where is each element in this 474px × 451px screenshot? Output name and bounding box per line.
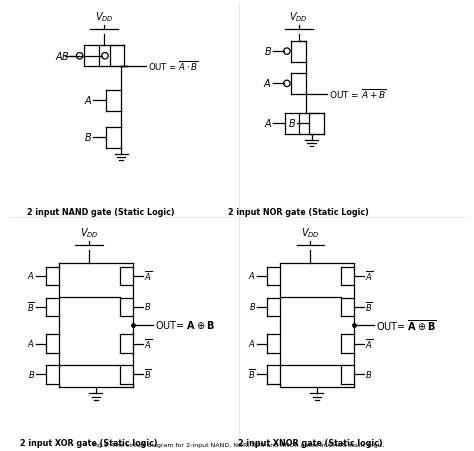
Text: OUT = $\overline{A \cdot B}$: OUT = $\overline{A \cdot B}$ — [148, 60, 199, 74]
Text: $\overline{A}$: $\overline{A}$ — [144, 336, 152, 350]
Text: $\overline{B}$: $\overline{B}$ — [27, 300, 35, 314]
Text: $A$: $A$ — [27, 271, 35, 281]
Text: $\overline{B}$: $\overline{B}$ — [248, 368, 256, 382]
Text: $A$: $A$ — [55, 50, 64, 62]
Text: $B$: $B$ — [289, 117, 297, 129]
Text: $V_{DD}$: $V_{DD}$ — [95, 10, 113, 24]
Text: $\overline{B}$: $\overline{B}$ — [365, 300, 373, 314]
Text: $\overline{A}$: $\overline{A}$ — [365, 269, 373, 283]
Text: $V_{DD}$: $V_{DD}$ — [290, 10, 308, 24]
Text: $A$: $A$ — [84, 94, 92, 106]
Text: $A$: $A$ — [263, 78, 272, 89]
Text: $\overline{A}$: $\overline{A}$ — [144, 269, 152, 283]
Text: $B$: $B$ — [264, 45, 272, 57]
Text: OUT= $\overline{\mathbf{A} \oplus \mathbf{B}}$: OUT= $\overline{\mathbf{A} \oplus \mathb… — [376, 318, 437, 332]
Text: $V_{DD}$: $V_{DD}$ — [301, 226, 320, 240]
Text: $B$: $B$ — [249, 301, 256, 312]
Text: 2 input XNOR gate (Static logic): 2 input XNOR gate (Static logic) — [238, 439, 383, 448]
Text: $V_{DD}$: $V_{DD}$ — [80, 226, 99, 240]
Text: 2 input NAND gate (Static Logic): 2 input NAND gate (Static Logic) — [27, 208, 174, 217]
Text: $A$: $A$ — [264, 117, 272, 129]
Text: $B$: $B$ — [27, 369, 35, 380]
Text: $B$: $B$ — [144, 301, 151, 312]
Text: $B$: $B$ — [365, 369, 372, 380]
Text: $\overline{B}$: $\overline{B}$ — [144, 368, 151, 382]
Text: Fig.3: The circuit diagram for 2-input NAND, NOR, XOR and XNOR gates in CMOS sta: Fig.3: The circuit diagram for 2-input N… — [93, 442, 385, 448]
Text: $B$: $B$ — [84, 131, 92, 143]
Text: $A$: $A$ — [248, 338, 256, 349]
Text: $A$: $A$ — [27, 338, 35, 349]
Text: 2 input XOR gate (Static logic): 2 input XOR gate (Static logic) — [20, 439, 158, 448]
Text: $A$: $A$ — [248, 271, 256, 281]
Text: $\overline{A}$: $\overline{A}$ — [365, 336, 373, 350]
Text: OUT = $\overline{A+B}$: OUT = $\overline{A+B}$ — [329, 87, 386, 101]
Text: OUT= $\mathbf{A} \oplus \mathbf{B}$: OUT= $\mathbf{A} \oplus \mathbf{B}$ — [155, 319, 215, 331]
Text: 2 input NOR gate (Static Logic): 2 input NOR gate (Static Logic) — [228, 208, 369, 217]
Text: $B$: $B$ — [62, 50, 70, 62]
